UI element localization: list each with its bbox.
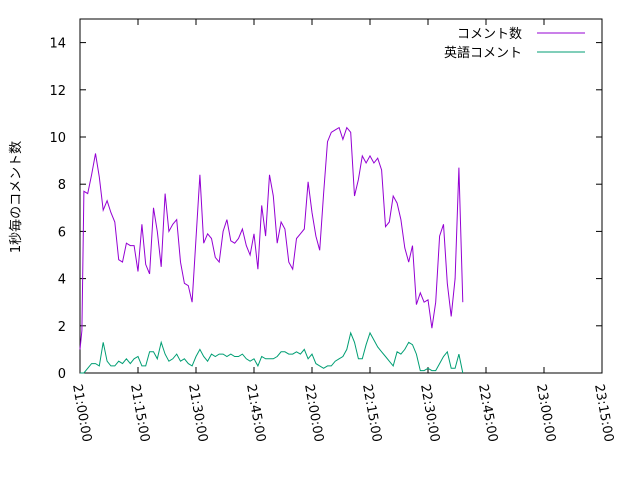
plot-frame (79, 18, 603, 374)
series-line-1 (79, 126, 464, 350)
x-axis: 21:00:00 21:15:00 21:30:00 21:45:00 22:00:00… (69, 19, 616, 443)
series-line-2 (80, 331, 464, 374)
x-tick-label: 23:15:00 (591, 383, 616, 443)
x-tick-label: 22:30:00 (417, 383, 442, 443)
y-tick-label: 6 (58, 225, 66, 240)
x-tick-label: 21:45:00 (243, 383, 268, 443)
y-tick-label: 8 (58, 178, 66, 193)
y-tick-label: 14 (49, 37, 66, 52)
y-tick-label: 12 (49, 84, 66, 99)
series-lines (79, 126, 464, 374)
x-tick-label: 21:30:00 (185, 383, 210, 443)
x-tick-label: 22:45:00 (475, 383, 500, 443)
x-tick-label: 23:00:00 (533, 383, 558, 443)
x-tick-label: 22:00:00 (301, 383, 326, 443)
y-tick-label: 2 (58, 320, 66, 335)
y-axis-label: 1秒毎のコメント数 (8, 141, 24, 253)
y-tick-label: 4 (58, 273, 66, 288)
plot-border (79, 18, 603, 374)
y-axis: 0 2 4 6 8 10 12 14 (49, 37, 602, 382)
legend-label-1: コメント数 (457, 27, 522, 42)
y-tick-label: 0 (58, 367, 66, 382)
y-tick-label: 10 (49, 131, 66, 146)
x-tick-label: 21:00:00 (69, 383, 94, 443)
x-tick-label: 21:15:00 (127, 383, 152, 443)
x-tick-label: 22:15:00 (359, 383, 384, 443)
legend-label-2: 英語コメント (444, 45, 522, 61)
